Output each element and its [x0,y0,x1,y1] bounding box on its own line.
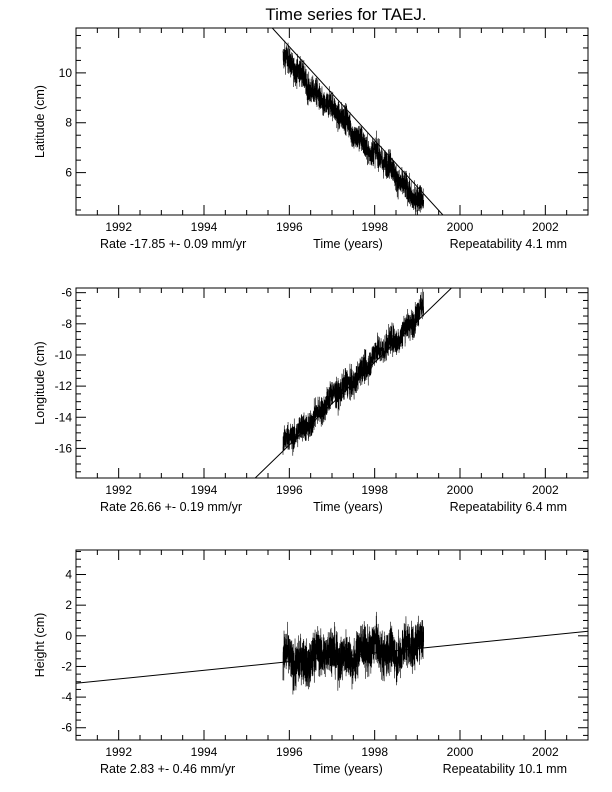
latitude-rate-text: Rate -17.85 +- 0.09 mm/yr [100,237,246,251]
latitude-series-line [282,40,425,215]
latitude-x-axis-label: Time (years) [313,237,383,251]
height-repeatability-text: Repeatability 10.1 mm [443,762,567,776]
latitude-y-tick-label: 8 [65,116,72,130]
longitude-y-tick-label: -6 [61,286,72,300]
longitude-panel: 1992 1994 1996 1998 2000 2002 -16 -14 -12 -10 -8 -6… [33,286,589,514]
latitude-x-tick-label: 2000 [447,220,474,234]
height-x-tick-label: 2002 [532,745,559,759]
longitude-x-axis-label: Time (years) [313,500,383,514]
longitude-y-axis-label: Longitude (cm) [33,341,47,424]
height-series-line [282,611,425,695]
longitude-y-tick-label: -10 [55,348,73,362]
longitude-rate-text: Rate 26.66 +- 0.19 mm/yr [100,500,242,514]
longitude-x-tick-label: 1996 [276,483,303,497]
panels: 1992 1994 1996 1998 2000 2002 6 8 10 Latitude (cm… [33,27,589,776]
height-y-tick-label: 0 [65,629,72,643]
latitude-panel: 1992 1994 1996 1998 2000 2002 6 8 10 Latitude (cm… [33,27,589,251]
height-x-tick-label: 1992 [105,745,132,759]
height-trend-line [76,630,588,684]
height-y-axis-label: Height (cm) [33,613,47,678]
latitude-y-tick-label: 10 [59,66,73,80]
height-rate-text: Rate 2.83 +- 0.46 mm/yr [100,762,235,776]
latitude-x-tick-label: 1996 [276,220,303,234]
longitude-y-tick-label: -8 [61,317,72,331]
latitude-x-tick-label: 1998 [361,220,388,234]
height-x-tick-label: 1998 [361,745,388,759]
height-x-tick-label: 2000 [447,745,474,759]
longitude-trend-line [254,288,452,478]
height-y-tick-label: -6 [61,721,72,735]
longitude-y-tick-label: -16 [55,441,73,455]
latitude-x-tick-label: 1992 [105,220,132,234]
latitude-y-tick-label: 6 [65,166,72,180]
latitude-repeatability-text: Repeatability 4.1 mm [450,237,567,251]
longitude-y-tick-label: -12 [55,379,73,393]
latitude-trend-line [271,28,444,215]
height-x-axis-label: Time (years) [313,762,383,776]
height-panel: 1992 1994 1996 1998 2000 2002 -6 -4 -2 0 2 4 Height … [33,549,589,776]
latitude-x-tick-label: 2002 [532,220,559,234]
longitude-x-tick-label: 1992 [105,483,132,497]
longitude-x-tick-label: 1998 [361,483,388,497]
longitude-x-tick-label: 2002 [532,483,559,497]
longitude-y-tick-label: -14 [55,410,73,424]
height-y-tick-label: -4 [61,690,72,704]
height-y-tick-label: 2 [65,598,72,612]
longitude-x-tick-label: 1994 [191,483,218,497]
latitude-plot-frame [75,27,589,216]
height-x-tick-label: 1994 [191,745,218,759]
height-y-tick-label: -2 [61,659,72,673]
longitude-repeatability-text: Repeatability 6.4 mm [450,500,567,514]
longitude-x-tick-label: 2000 [447,483,474,497]
latitude-y-axis-label: Latitude (cm) [33,85,47,158]
height-y-tick-label: 4 [65,568,72,582]
figure-title: Time series for TAEJ. [265,5,426,24]
height-x-tick-label: 1996 [276,745,303,759]
latitude-x-tick-label: 1994 [191,220,218,234]
longitude-plot-frame [75,287,589,479]
